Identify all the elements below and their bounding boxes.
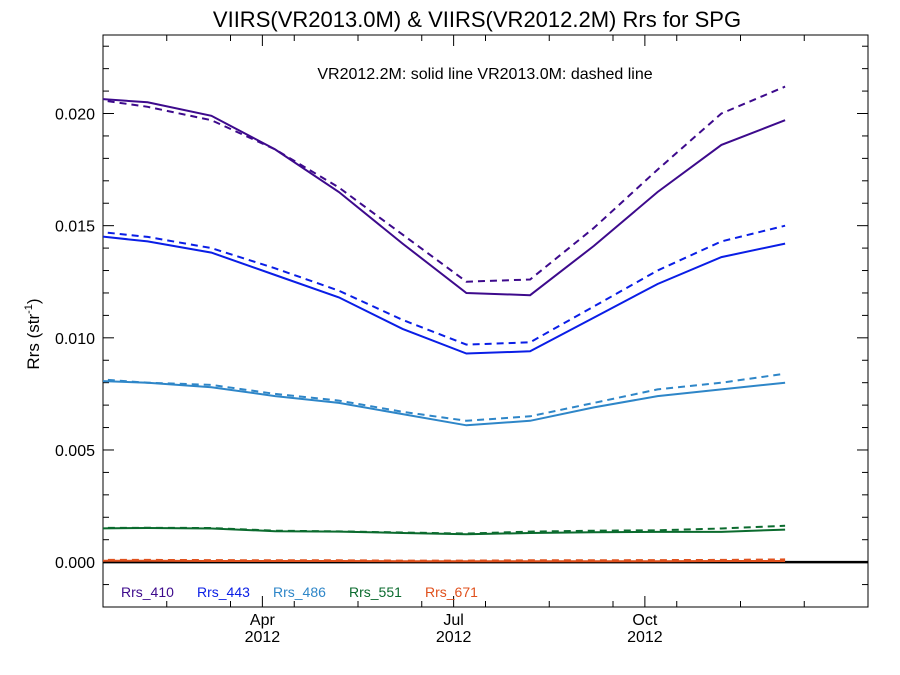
svg-text:Rrs (str-1): Rrs (str-1) <box>23 298 43 369</box>
legend-entry-rrs_443: Rrs_443 <box>197 584 250 600</box>
y-axis-label-close: ) <box>24 298 43 304</box>
x-tick-label-month: Oct <box>632 612 657 629</box>
y-axis-label: Rrs (str-1) <box>23 298 43 369</box>
chart-title: VIIRS(VR2013.0M) & VIIRS(VR2012.2M) Rrs … <box>213 7 741 32</box>
series-line-dashed-rrs_443 <box>103 224 786 346</box>
legend-entry-rrs_486: Rrs_486 <box>273 584 326 600</box>
y-tick-label: 0.005 <box>55 443 95 460</box>
series-line-solid-rrs_443 <box>103 235 786 355</box>
series-line-solid-rrs_486 <box>103 380 786 427</box>
x-tick-label-year: 2012 <box>627 629 663 646</box>
line-style-annotation: VR2012.2M: solid line VR2013.0M: dashed … <box>317 66 652 83</box>
series-line-dashed-rrs_671 <box>103 558 786 562</box>
y-tick-label: 0.020 <box>55 107 95 124</box>
legend: Rrs_410 Rrs_443 Rrs_486 Rrs_551 Rrs_671 <box>121 584 478 600</box>
x-tick-label-year: 2012 <box>245 629 281 646</box>
series-line-dashed-rrs_551 <box>103 524 786 535</box>
legend-entry-rrs_671: Rrs_671 <box>425 584 478 600</box>
legend-entry-rrs_551: Rrs_551 <box>349 584 402 600</box>
x-tick-label-month: Jul <box>443 612 463 629</box>
y-axis-label-text: Rrs (str <box>24 314 43 370</box>
y-tick-label: 0.010 <box>55 331 95 348</box>
plot-frame <box>102 34 869 608</box>
plot-area: 0.0000.0050.0100.0150.020Apr2012Jul2012O… <box>55 34 869 646</box>
y-axis-label-superscript: -1 <box>23 304 35 314</box>
y-tick-label: 0.015 <box>55 219 95 236</box>
series-line-dashed-rrs_486 <box>103 372 786 422</box>
series-lines <box>103 85 868 564</box>
x-tick-label-year: 2012 <box>436 629 472 646</box>
legend-entry-rrs_410: Rrs_410 <box>121 584 174 600</box>
series-line-dashed-rrs_410 <box>103 85 786 283</box>
series-line-solid-rrs_410 <box>103 98 786 297</box>
x-tick-label-month: Apr <box>250 612 276 629</box>
y-tick-label: 0.000 <box>55 555 95 572</box>
